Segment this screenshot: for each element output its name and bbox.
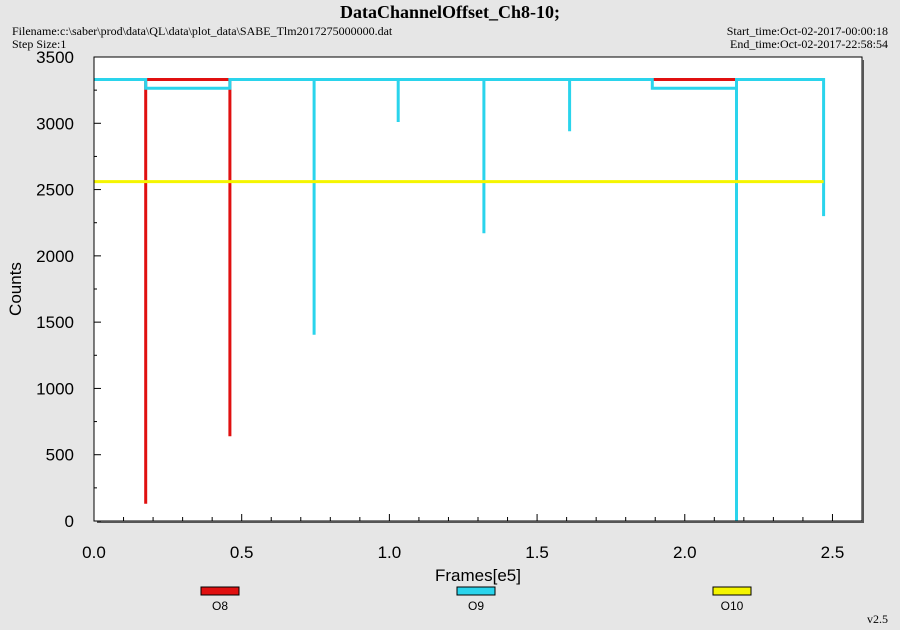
x-tick-label: 2.5: [821, 543, 845, 562]
x-tick-label: 0.5: [230, 543, 254, 562]
y-axis-label: Counts: [6, 262, 25, 316]
plot-area: [94, 57, 862, 521]
series-line-o9: [94, 78, 826, 521]
legend-swatch-o9: [456, 586, 496, 596]
y-tick-label: 0: [65, 512, 74, 531]
legend-swatch-o10: [712, 586, 752, 596]
x-tick-label: 2.0: [673, 543, 697, 562]
legend-swatch-o8: [200, 586, 240, 596]
version-label: v2.5: [867, 612, 888, 626]
time-info: Start_time:Oct-02-2017-00:00:18 End_time…: [727, 25, 888, 51]
x-axis-label: Frames[e5]: [435, 566, 521, 585]
legend-label-o10: O10: [721, 599, 744, 613]
y-tick-label: 2500: [36, 181, 74, 200]
step-size-label: Step Size:1: [12, 37, 67, 51]
legend-label-o8: O8: [212, 599, 228, 613]
y-tick-label: 3500: [36, 48, 74, 67]
plot-shadow: [97, 60, 864, 523]
y-tick-label: 2000: [36, 247, 74, 266]
end-time-label: End_time:Oct-02-2017-22:58:54: [730, 37, 888, 51]
legend-label-o9: O9: [468, 599, 484, 613]
file-info: Filename:c:\saber\prod\data\QL\data\plot…: [12, 25, 392, 51]
axis-layer: 0 500 1000 1500 2000 2500 3000 3500 0.0 0.5 1.0 1.5…: [36, 48, 864, 562]
x-tick-label: 1.0: [378, 543, 402, 562]
y-tick-label: 1000: [36, 379, 74, 398]
series-layer: [94, 78, 826, 521]
y-tick-label: 1500: [36, 313, 74, 332]
legend: O8 O9 O10: [200, 586, 752, 613]
x-tick-label: 0.0: [82, 543, 106, 562]
start-time-label: Start_time:Oct-02-2017-00:00:18: [726, 24, 888, 38]
x-tick-label: 1.5: [525, 543, 549, 562]
y-tick-label: 3000: [36, 114, 74, 133]
filename-label: Filename:c:\saber\prod\data\QL\data\plot…: [12, 24, 393, 38]
y-tick-label: 500: [46, 446, 74, 465]
chart-title: DataChannelOffset_Ch8-10;: [340, 2, 560, 22]
